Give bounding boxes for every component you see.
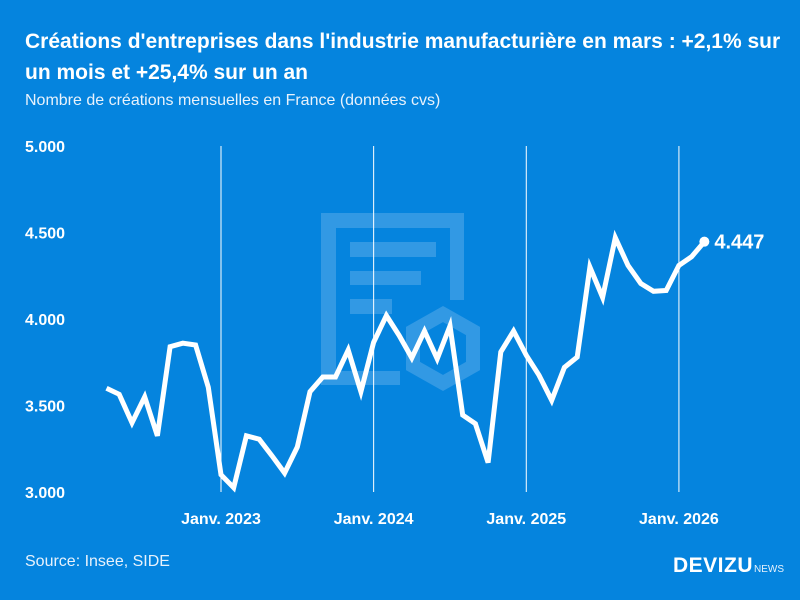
x-tick-label: Janv. 2023	[181, 511, 261, 528]
x-tick-label: Janv. 2026	[639, 511, 719, 528]
y-tick-label: 4.000	[25, 312, 65, 329]
devizu-logo: DEVIZU NEWS	[673, 554, 784, 578]
y-tick-label: 4.500	[25, 226, 65, 243]
chart-title: Créations d'entreprises dans l'industrie…	[25, 30, 781, 84]
logo-main: DEVIZU	[673, 554, 754, 577]
y-tick-label: 3.500	[25, 399, 65, 416]
y-tick-label: 3.000	[25, 485, 65, 502]
chart-subtitle: Nombre de créations mensuelles en France…	[25, 92, 441, 109]
logo-suffix: NEWS	[754, 564, 785, 575]
last-point-marker	[699, 236, 710, 247]
source-note: Source: Insee, SIDE	[25, 553, 170, 570]
watermark-document-icon	[321, 213, 480, 392]
last-value-label: 4.447	[714, 232, 764, 254]
x-tick-label: Janv. 2024	[334, 511, 414, 528]
y-tick-label: 5.000	[25, 139, 65, 156]
series-line	[105, 229, 707, 493]
x-tick-label: Janv. 2025	[486, 511, 566, 528]
